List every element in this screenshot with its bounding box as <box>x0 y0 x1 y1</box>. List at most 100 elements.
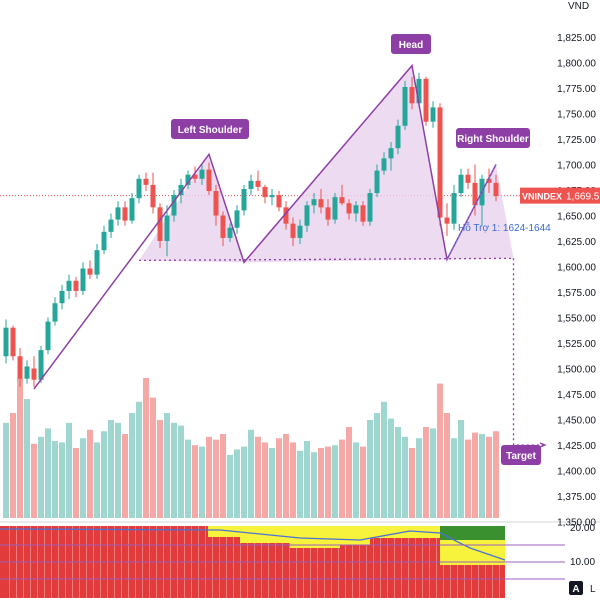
price-badge <box>564 187 600 204</box>
volume-bar <box>31 443 37 518</box>
head-label-text: Head <box>399 40 423 51</box>
volume-bar <box>381 401 387 518</box>
volume-bar <box>269 448 275 518</box>
candle-body <box>150 184 156 208</box>
candle-body <box>381 158 387 171</box>
candle-body <box>24 366 30 379</box>
y-tick-label: 1,800.00 <box>557 59 596 70</box>
y-tick-label: 1,575.00 <box>557 288 596 299</box>
candle-body <box>458 174 464 194</box>
candle-body <box>276 195 282 208</box>
candle-body <box>101 231 107 251</box>
candle-body <box>66 280 72 291</box>
volume-bar <box>255 436 261 518</box>
rsi-panel: 20.00 10.00 A L <box>0 521 600 598</box>
volume-bar <box>458 420 464 518</box>
candle-body <box>17 356 23 379</box>
candle-body <box>213 191 219 216</box>
volume-bar <box>472 432 478 518</box>
candle-body <box>73 280 79 291</box>
y-tick-label: 1,350.00 <box>557 518 596 529</box>
candle-body <box>59 290 65 304</box>
candle-body <box>94 250 100 275</box>
candle-body <box>409 86 415 104</box>
ticker-label: VNINDEX <box>522 192 562 202</box>
candle-body <box>444 217 450 224</box>
volume-bar <box>444 413 450 518</box>
volume-bar <box>339 439 345 518</box>
y-tick-label: 1,600.00 <box>557 263 596 274</box>
volume-bar <box>17 378 23 518</box>
candle-body <box>192 174 198 179</box>
ticker-badge <box>520 187 564 204</box>
rsi-highlight <box>340 526 370 545</box>
candle-body <box>318 199 324 208</box>
volume-bar <box>388 418 394 518</box>
y-tick-label: 1,825.00 <box>557 33 596 44</box>
annotation-labels: Left Shoulder Head Right Shoulder Target <box>171 34 541 465</box>
candle-body <box>269 195 275 198</box>
volume-bar <box>3 422 9 518</box>
y-tick-label: 1,550.00 <box>557 314 596 325</box>
candle-body <box>360 205 366 222</box>
candle-body <box>80 268 86 291</box>
volume-bar <box>199 446 205 518</box>
candle-body <box>178 184 184 196</box>
volume-bar <box>220 434 226 518</box>
volume-bar <box>353 442 359 518</box>
target-label-bg <box>501 445 541 465</box>
candle-body <box>346 203 352 214</box>
candle-body <box>374 170 380 194</box>
volume-bar <box>311 452 317 518</box>
candle-body <box>45 321 51 351</box>
candle-body <box>402 86 408 126</box>
volume-bar <box>367 420 373 518</box>
volume-bar <box>423 427 429 518</box>
candle-body <box>31 368 37 380</box>
head-label: Head <box>391 34 431 54</box>
candle-body <box>227 227 233 238</box>
volume-bar <box>430 428 436 518</box>
candle-body <box>220 215 226 238</box>
volume-bar <box>150 397 156 518</box>
volume-bar <box>192 445 198 518</box>
volume-bar <box>486 436 492 518</box>
y-tick-label: 1,525.00 <box>557 339 596 350</box>
volume-bar <box>493 431 499 518</box>
volume-bar <box>45 428 51 518</box>
candle-body <box>304 205 310 226</box>
target-arrow <box>539 442 547 448</box>
volume-bar <box>185 439 191 518</box>
volume-bar <box>262 442 268 518</box>
volume-bar <box>122 434 128 518</box>
rsi-highlight <box>208 526 240 537</box>
y-tick-label: 1,750.00 <box>557 110 596 121</box>
candle-body <box>283 207 289 224</box>
volume-bar <box>101 431 107 518</box>
volume-bar <box>360 446 366 518</box>
volume-bar <box>346 427 352 518</box>
volume-bar <box>129 413 135 518</box>
volume-bar <box>178 425 184 518</box>
volume-bar <box>248 429 254 518</box>
volume-bar <box>10 413 16 518</box>
candle-body <box>3 327 9 357</box>
candle-body <box>423 78 429 122</box>
candle-body <box>241 188 247 211</box>
candle-body <box>52 303 58 322</box>
volume-bar <box>416 438 422 518</box>
volume-bar <box>241 446 247 518</box>
pattern-fill <box>139 65 514 263</box>
rsi-badge: A <box>572 584 579 595</box>
volume-bars <box>3 378 499 518</box>
volume-bar <box>325 446 331 518</box>
left-shoulder-label: Left Shoulder <box>171 119 249 139</box>
candle-body <box>430 107 436 122</box>
support-label: Hỗ Trợ 1: 1624-1644 <box>458 221 551 234</box>
candle-body <box>290 223 296 238</box>
right-shoulder-label: Right Shoulder <box>456 128 530 148</box>
candle-body <box>199 169 205 179</box>
volume-bar <box>59 442 65 518</box>
volume-bar <box>276 438 282 518</box>
candle-body <box>185 174 191 185</box>
